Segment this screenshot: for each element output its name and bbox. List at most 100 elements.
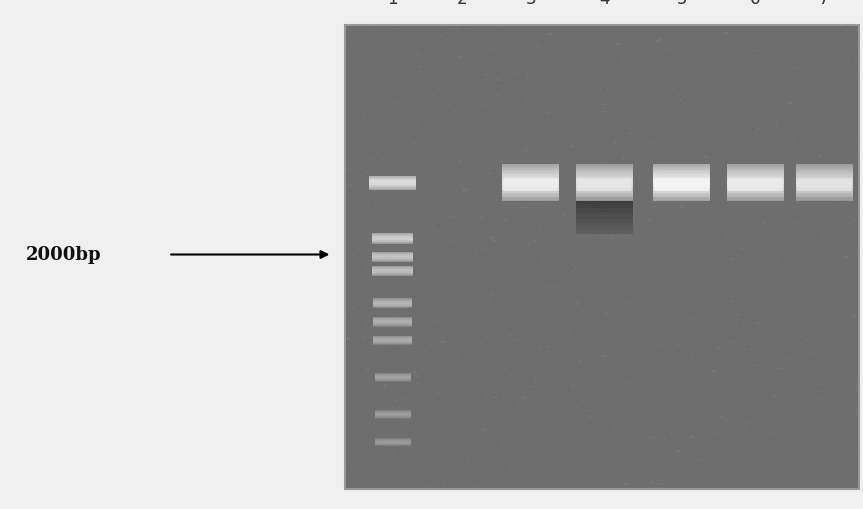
Bar xyxy=(670,433,671,435)
Bar xyxy=(668,48,670,50)
Bar xyxy=(464,485,468,487)
Bar xyxy=(839,160,841,161)
Bar xyxy=(751,98,752,99)
Bar xyxy=(425,158,428,159)
Bar xyxy=(855,411,860,413)
Bar xyxy=(751,450,753,451)
Bar xyxy=(853,275,855,276)
Bar xyxy=(479,343,482,344)
Bar xyxy=(376,181,380,183)
Bar xyxy=(545,188,549,189)
Bar xyxy=(849,291,850,293)
Bar xyxy=(375,376,411,377)
Bar xyxy=(583,85,586,87)
Bar xyxy=(832,67,835,68)
Bar xyxy=(796,168,853,171)
Bar xyxy=(494,29,497,30)
Bar xyxy=(712,291,714,293)
Bar xyxy=(855,455,857,456)
Bar xyxy=(583,340,588,341)
Bar xyxy=(659,93,664,94)
Bar xyxy=(630,463,633,464)
Bar xyxy=(425,75,426,76)
Bar xyxy=(780,213,781,215)
Bar xyxy=(707,234,710,235)
Bar xyxy=(369,177,416,178)
Bar xyxy=(646,383,651,384)
Bar xyxy=(750,150,754,151)
Bar xyxy=(763,259,764,260)
Bar xyxy=(537,450,538,452)
Bar xyxy=(396,70,398,71)
Bar xyxy=(537,194,539,195)
Bar xyxy=(368,144,370,145)
Bar xyxy=(807,86,809,88)
Bar xyxy=(378,46,381,47)
Bar xyxy=(345,25,859,489)
Bar xyxy=(653,167,710,169)
Bar xyxy=(732,177,733,178)
Bar xyxy=(495,70,496,72)
Bar xyxy=(854,314,856,315)
Bar xyxy=(778,250,782,251)
Bar xyxy=(545,430,548,432)
Bar xyxy=(558,61,561,62)
Bar xyxy=(542,94,545,95)
Bar xyxy=(609,123,611,124)
Bar xyxy=(809,75,810,76)
Bar xyxy=(375,246,377,248)
Bar xyxy=(557,349,559,350)
Bar xyxy=(582,43,585,44)
Bar xyxy=(542,71,544,72)
Bar xyxy=(759,360,761,361)
Bar xyxy=(425,400,429,401)
Bar xyxy=(463,27,467,28)
Bar xyxy=(420,447,425,448)
Bar xyxy=(493,393,496,395)
Bar xyxy=(803,220,806,221)
Bar xyxy=(854,157,855,159)
Bar xyxy=(544,290,545,291)
Bar xyxy=(579,33,582,34)
Bar xyxy=(743,379,744,381)
Bar xyxy=(641,357,646,358)
Bar xyxy=(665,338,667,339)
Bar xyxy=(366,420,368,421)
Bar xyxy=(391,342,395,344)
Bar xyxy=(623,125,626,126)
Bar xyxy=(639,321,641,323)
Bar xyxy=(463,459,466,461)
Bar xyxy=(845,71,847,73)
Bar xyxy=(438,372,439,373)
Bar xyxy=(372,158,373,159)
Bar xyxy=(605,380,608,382)
Bar xyxy=(369,425,372,426)
Bar xyxy=(670,262,674,263)
Bar xyxy=(350,252,354,254)
Bar xyxy=(499,309,501,310)
Bar xyxy=(400,125,401,126)
Bar xyxy=(368,293,371,294)
Bar xyxy=(727,186,784,188)
Bar xyxy=(375,376,411,377)
Bar xyxy=(481,216,483,217)
Bar xyxy=(835,356,839,357)
Bar xyxy=(510,44,513,45)
Bar xyxy=(773,59,776,60)
Bar xyxy=(480,415,484,416)
Bar xyxy=(691,441,695,442)
Bar xyxy=(823,419,826,421)
Bar xyxy=(852,314,855,315)
Bar xyxy=(824,425,827,426)
Bar xyxy=(792,301,795,302)
Bar xyxy=(401,446,403,447)
Bar xyxy=(784,303,789,305)
Bar xyxy=(776,41,779,43)
Bar xyxy=(700,336,703,337)
Bar xyxy=(820,177,822,178)
Bar xyxy=(473,384,475,386)
Bar xyxy=(542,119,543,120)
Bar xyxy=(697,397,701,399)
Bar xyxy=(606,390,608,391)
Bar xyxy=(833,414,836,415)
